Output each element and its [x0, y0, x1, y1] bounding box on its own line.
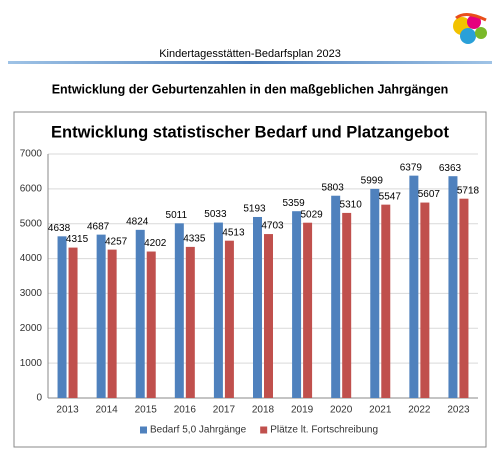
bar	[213, 222, 223, 398]
bar	[420, 202, 430, 398]
value-label: 5033	[204, 209, 227, 220]
bar	[146, 251, 156, 398]
y-tick-label: 4000	[20, 253, 43, 264]
value-label: 5011	[166, 210, 188, 221]
value-label: 5803	[322, 182, 345, 193]
y-tick-label: 5000	[20, 218, 43, 229]
bar	[68, 247, 78, 398]
bar	[342, 212, 352, 398]
y-tick-label: 6000	[20, 183, 43, 194]
logo	[453, 13, 487, 44]
x-tick-label: 2015	[135, 405, 158, 416]
x-tick-label: 2019	[291, 405, 314, 416]
bar	[459, 198, 469, 398]
legend-label: Bedarf 5,0 Jahrgänge	[150, 425, 247, 436]
bar	[135, 229, 145, 398]
y-tick-label: 7000	[20, 149, 43, 160]
bar	[224, 240, 234, 398]
bar	[253, 216, 262, 398]
chart-title: Entwicklung statistischer Bedarf und Pla…	[51, 123, 449, 141]
value-label: 6379	[400, 162, 423, 173]
x-tick-label: 2020	[330, 405, 353, 416]
value-label: 4202	[144, 238, 167, 249]
value-label: 5547	[379, 191, 402, 202]
value-label: 4335	[183, 234, 206, 245]
y-tick-label: 1000	[20, 358, 43, 369]
x-tick-label: 2018	[252, 405, 275, 416]
bar	[264, 234, 273, 398]
x-tick-label: 2016	[174, 405, 197, 416]
value-label: 5607	[418, 189, 441, 200]
bar	[303, 222, 313, 398]
y-tick-label: 0	[36, 393, 42, 404]
bar	[370, 188, 380, 398]
legend-swatch	[140, 426, 147, 434]
bar	[185, 246, 195, 398]
value-label: 4513	[222, 227, 245, 238]
value-label: 5999	[361, 176, 384, 187]
value-label: 5029	[300, 209, 323, 220]
bar	[331, 195, 341, 398]
value-label: 4315	[66, 234, 89, 245]
value-label: 5718	[457, 185, 480, 196]
x-tick-label: 2014	[96, 405, 119, 416]
x-tick-label: 2013	[56, 405, 79, 416]
value-label: 5310	[340, 200, 363, 211]
value-label: 4687	[87, 221, 110, 232]
bar	[409, 175, 419, 398]
x-tick-label: 2021	[369, 405, 392, 416]
bar	[96, 234, 106, 398]
value-label: 4824	[126, 216, 149, 227]
y-tick-label: 2000	[20, 323, 43, 334]
value-label: 4257	[105, 236, 128, 247]
value-label: 5359	[282, 198, 305, 209]
bar	[381, 204, 391, 398]
header-rule	[8, 61, 492, 64]
value-label: 6363	[439, 163, 462, 174]
legend-label: Plätze lt. Fortschreibung	[270, 425, 378, 436]
chart-frame	[13, 111, 487, 448]
y-tick-label: 3000	[20, 288, 43, 299]
bar	[107, 249, 117, 398]
x-tick-label: 2017	[213, 405, 236, 416]
x-tick-label: 2023	[447, 405, 470, 416]
value-label: 4703	[261, 221, 284, 232]
section-heading: Entwicklung der Geburtenzahlen in den ma…	[52, 82, 449, 96]
value-label: 5193	[243, 204, 266, 215]
x-tick-label: 2022	[408, 405, 431, 416]
bar	[57, 236, 67, 398]
bar	[292, 211, 302, 398]
header-title: Kindertagesstätten-Bedarfsplan 2023	[159, 48, 341, 60]
value-label: 4638	[48, 223, 71, 234]
bar	[448, 176, 458, 398]
legend-swatch	[260, 426, 268, 434]
bar	[174, 223, 184, 398]
